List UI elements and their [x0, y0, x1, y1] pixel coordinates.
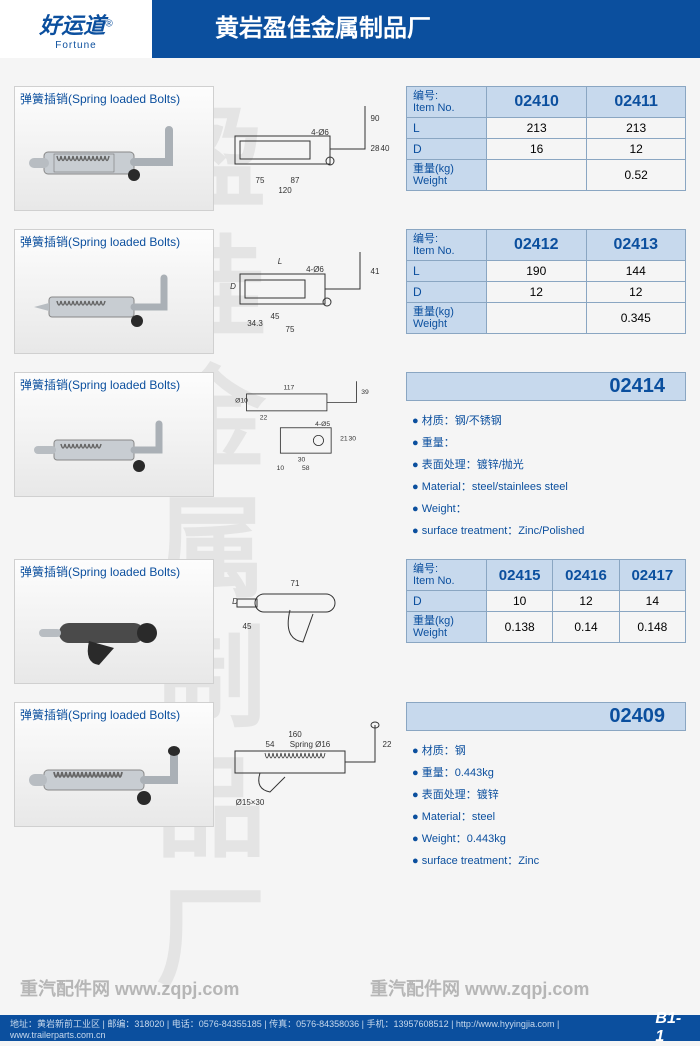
svg-text:30: 30 [298, 457, 306, 464]
product-photo-4: 弹簧插销(Spring loaded Bolts) [14, 559, 214, 684]
product-detail-3: 02414 材质：钢/不锈钢 重量： 表面处理：镀锌/抛光 Material：s… [406, 372, 686, 541]
svg-text:54: 54 [266, 740, 275, 749]
product-label: 弹簧插销(Spring loaded Bolts) [15, 87, 213, 110]
svg-text:58: 58 [302, 465, 310, 472]
product-diagram-1: 75 87 120 28 40 4-Ø6 90 [220, 86, 400, 206]
product-code-5: 02409 [406, 702, 686, 731]
product-row-2: 弹簧插销(Spring loaded Bolts) [14, 229, 686, 354]
logo-en: Fortune [55, 40, 96, 51]
product-label: 弹簧插销(Spring loaded Bolts) [15, 560, 213, 583]
footer-text: 地址：黄岩新前工业区 | 邮编：318020 | 电话：0576-8435518… [10, 1017, 655, 1040]
product-spec-2: 编号:Item No. 02412 02413 L190144 D1212 重量… [406, 229, 686, 334]
product-row-3: 弹簧插销(Spring loaded Bolts) [14, 372, 686, 541]
product-spec-4: 编号:Item No. 02415 02416 02417 D101214 重量… [406, 559, 686, 643]
product-photo-3: 弹簧插销(Spring loaded Bolts) [14, 372, 214, 497]
svg-text:75: 75 [256, 176, 265, 185]
svg-text:4-Ø6: 4-Ø6 [306, 265, 324, 274]
svg-text:Ø15×30: Ø15×30 [236, 798, 265, 807]
svg-text:4-Ø5: 4-Ø5 [315, 421, 330, 428]
svg-text:22: 22 [260, 414, 268, 421]
svg-text:34.3: 34.3 [247, 319, 263, 328]
svg-text:30: 30 [349, 435, 357, 442]
svg-text:39: 39 [361, 389, 369, 396]
spec-table-4: 编号:Item No. 02415 02416 02417 D101214 重量… [406, 559, 686, 643]
product-photo-5: 弹簧插销(Spring loaded Bolts) [14, 702, 214, 827]
product-row-1: 弹簧插销(Spring loaded Bolts) [14, 86, 686, 211]
product-spec-1: 编号:Item No. 02410 02411 L213213 D1612 重量… [406, 86, 686, 191]
logo-cn: 好运道 [39, 13, 105, 38]
watermark-right: 重汽配件网 www.zqpj.com [370, 975, 589, 1001]
watermark-left: 重汽配件网 www.zqpj.com [20, 975, 239, 1001]
svg-text:117: 117 [283, 385, 294, 392]
spec-table-2: 编号:Item No. 02412 02413 L190144 D1212 重量… [406, 229, 686, 334]
svg-text:160: 160 [288, 730, 302, 739]
svg-text:Ø10: Ø10 [235, 397, 248, 404]
svg-text:87: 87 [291, 176, 300, 185]
product-row-5: 弹簧插销(Spring loaded Bolts) [14, 702, 686, 871]
svg-text:40: 40 [381, 144, 390, 153]
logo-mark: ® [105, 18, 112, 29]
product-photo-2: 弹簧插销(Spring loaded Bolts) [14, 229, 214, 354]
product-code-3: 02414 [406, 372, 686, 401]
page-footer: 地址：黄岩新前工业区 | 邮编：318020 | 电话：0576-8435518… [0, 1015, 700, 1041]
spec-table-1: 编号:Item No. 02410 02411 L213213 D1612 重量… [406, 86, 686, 191]
product-diagram-2: 34.3 45 75 41 4-Ø6 L D [220, 229, 400, 349]
svg-text:4-Ø6: 4-Ø6 [311, 128, 329, 137]
page-header: 好运道® Fortune 黄岩盈佳金属制品厂 [0, 0, 700, 58]
svg-text:10: 10 [277, 465, 285, 472]
svg-text:41: 41 [371, 267, 380, 276]
svg-text:Spring Ø16: Spring Ø16 [290, 740, 331, 749]
product-diagram-3: 117 22 39 Ø10 4-Ø5 30 58 10 21 30 [220, 372, 400, 492]
product-photo-1: 弹簧插销(Spring loaded Bolts) [14, 86, 214, 211]
product-diagram-5: 160 54 Spring Ø16 Ø15×30 22 [220, 702, 400, 822]
svg-text:21: 21 [340, 435, 348, 442]
svg-text:75: 75 [286, 325, 295, 334]
svg-text:D: D [230, 282, 236, 291]
svg-text:22: 22 [383, 740, 392, 749]
product-label: 弹簧插销(Spring loaded Bolts) [15, 230, 213, 253]
svg-text:120: 120 [278, 186, 292, 195]
detail-list-5: 材质：钢 重量：0.443kg 表面处理：镀锌 Material：steel W… [406, 739, 686, 871]
detail-list-3: 材质：钢/不锈钢 重量： 表面处理：镀锌/抛光 Material：steel/s… [406, 409, 686, 541]
svg-text:L: L [278, 257, 282, 266]
svg-text:90: 90 [371, 114, 380, 123]
page-title: 黄岩盈佳金属制品厂 [155, 0, 700, 58]
svg-text:45: 45 [243, 622, 252, 631]
product-row-4: 弹簧插销(Spring loaded Bolts) 71 [14, 559, 686, 684]
svg-text:71: 71 [291, 579, 300, 588]
svg-text:45: 45 [271, 312, 280, 321]
product-label: 弹簧插销(Spring loaded Bolts) [15, 703, 213, 726]
product-label: 弹簧插销(Spring loaded Bolts) [15, 373, 213, 396]
logo: 好运道® Fortune [0, 0, 155, 58]
svg-text:D: D [232, 597, 238, 606]
svg-text:28: 28 [371, 144, 380, 153]
product-diagram-4: 71 45 D [220, 559, 400, 679]
product-detail-5: 02409 材质：钢 重量：0.443kg 表面处理：镀锌 Material：s… [406, 702, 686, 871]
